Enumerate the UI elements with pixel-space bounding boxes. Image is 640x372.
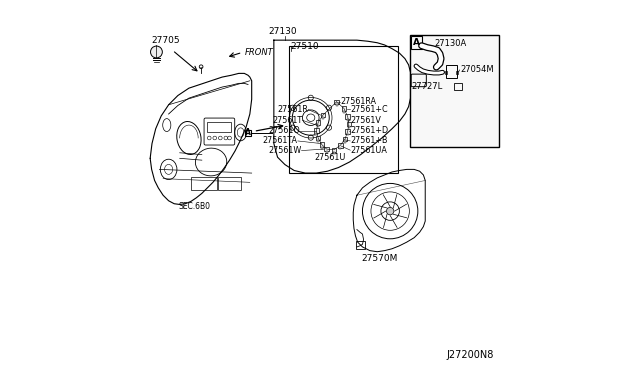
Text: A: A: [245, 128, 251, 137]
Bar: [346, 114, 350, 119]
Bar: [317, 125, 319, 126]
Bar: [191, 177, 216, 190]
Bar: [316, 136, 321, 140]
Bar: [218, 177, 241, 190]
Bar: [347, 134, 349, 135]
Bar: [347, 119, 349, 121]
Bar: [445, 71, 447, 74]
Text: A: A: [413, 38, 420, 47]
Bar: [334, 100, 339, 104]
Text: 27561UA: 27561UA: [350, 146, 387, 155]
Bar: [326, 151, 328, 153]
Text: 27561RA: 27561RA: [340, 97, 376, 106]
Bar: [411, 36, 422, 49]
Text: 27561V: 27561V: [350, 116, 381, 125]
Bar: [347, 122, 351, 126]
Text: 27705: 27705: [151, 36, 180, 45]
Bar: [316, 133, 317, 135]
Text: 27130: 27130: [269, 28, 298, 36]
Bar: [356, 241, 365, 249]
Circle shape: [199, 65, 203, 68]
Bar: [346, 129, 350, 134]
Text: 27570M: 27570M: [361, 254, 397, 263]
Bar: [338, 143, 342, 148]
Bar: [445, 65, 458, 78]
Bar: [319, 142, 324, 147]
Bar: [321, 147, 323, 149]
Bar: [332, 148, 336, 152]
Bar: [348, 126, 350, 128]
Bar: [322, 117, 324, 119]
Bar: [344, 141, 346, 143]
Bar: [317, 140, 319, 142]
Bar: [339, 148, 341, 150]
Text: 27561R: 27561R: [277, 105, 308, 114]
Circle shape: [387, 208, 394, 215]
Bar: [342, 106, 346, 111]
Bar: [289, 46, 397, 173]
Bar: [207, 122, 232, 132]
Text: 27561+B: 27561+B: [350, 137, 388, 145]
Text: 27561T: 27561T: [272, 116, 302, 125]
Bar: [333, 152, 335, 154]
Text: 27561+C: 27561+C: [350, 105, 388, 114]
Text: 27561+D: 27561+D: [350, 126, 388, 135]
Bar: [335, 104, 338, 106]
Text: 27727L: 27727L: [412, 82, 443, 91]
Bar: [343, 111, 345, 112]
Text: 27130A: 27130A: [435, 39, 467, 48]
Text: 27561TA: 27561TA: [263, 137, 298, 145]
Text: 27054M: 27054M: [460, 65, 494, 74]
Bar: [410, 35, 499, 147]
Bar: [314, 128, 319, 133]
Text: SEC.6B0: SEC.6B0: [179, 202, 211, 211]
Bar: [454, 83, 462, 90]
Text: 27561W: 27561W: [268, 146, 301, 155]
Bar: [343, 137, 348, 141]
Bar: [316, 120, 321, 125]
Circle shape: [150, 46, 163, 58]
Bar: [324, 147, 329, 151]
Text: J27200N8: J27200N8: [446, 350, 493, 359]
Text: 27561U: 27561U: [314, 153, 346, 163]
Text: 27561O: 27561O: [268, 126, 300, 135]
Bar: [321, 113, 325, 117]
Text: FRONT: FRONT: [244, 48, 273, 57]
Bar: [456, 71, 458, 74]
Bar: [244, 129, 251, 136]
Text: 27510: 27510: [291, 42, 319, 51]
